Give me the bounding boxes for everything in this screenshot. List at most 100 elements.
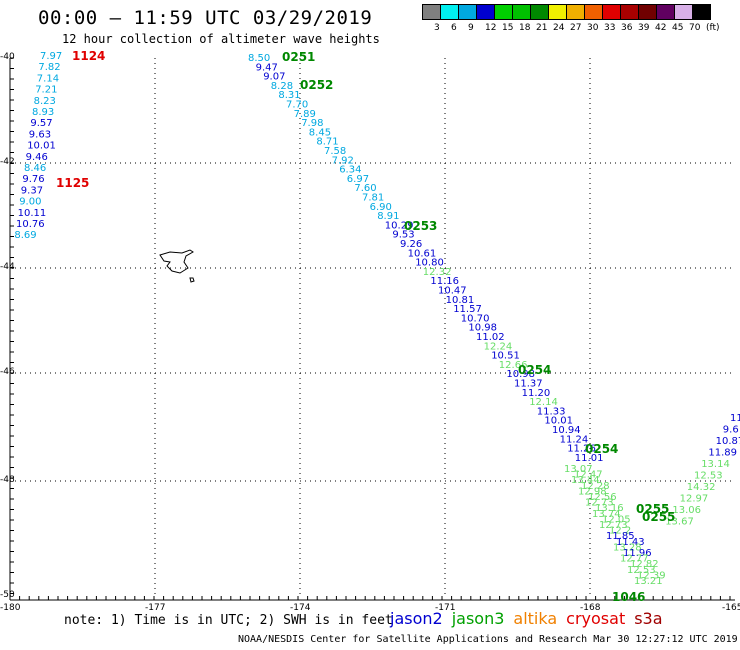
time-label: 0253	[404, 219, 437, 233]
swh-value: 9.63	[29, 129, 51, 140]
swh-value: 8.93	[32, 107, 54, 118]
latitude-label: -48	[0, 475, 15, 485]
swh-value: 10.81	[446, 295, 475, 306]
legend-s3a: s3a	[634, 609, 663, 628]
color-scale-label: 18	[519, 23, 531, 33]
swh-value: 10.76	[16, 219, 45, 230]
swh-value: 12.28	[581, 481, 610, 492]
swh-value: 11.85	[606, 531, 635, 542]
axis-frame	[9, 57, 735, 601]
color-scale-label: 70	[689, 23, 701, 33]
swh-value: 6.34	[339, 165, 361, 176]
swh-value: 13.06	[672, 505, 701, 516]
time-label: 0255	[642, 510, 675, 524]
color-scale-label: 12	[485, 23, 497, 33]
longitude-label: -165	[722, 603, 740, 613]
swh-value: 7.98	[301, 118, 323, 129]
swh-value: 12.24	[484, 341, 513, 352]
swh-value: 7.60	[354, 183, 376, 194]
color-swatch	[548, 4, 567, 20]
legend-jason3: jason3	[451, 609, 505, 628]
color-scale-bar	[422, 4, 711, 20]
legend-altika: altika	[513, 609, 558, 628]
time-label: 1125	[56, 176, 89, 190]
swh-value: 13.74	[592, 509, 621, 520]
color-scale-label: 45	[672, 23, 684, 33]
color-scale-label: 6	[451, 23, 457, 33]
swh-value: 10.87	[716, 436, 740, 447]
color-swatch	[638, 4, 657, 20]
time-label: 1124	[72, 49, 105, 63]
color-swatch	[674, 4, 693, 20]
latitude-label: -44	[0, 262, 15, 272]
swh-value: 12.82	[630, 559, 659, 570]
swh-value: 8.50	[248, 53, 270, 64]
time-label: 0252	[300, 78, 333, 92]
color-scale-label: 21	[536, 23, 548, 33]
swh-value: 11.57	[453, 304, 482, 315]
swh-value: 10.01	[544, 416, 573, 427]
color-scale-label: 24	[553, 23, 565, 33]
color-scale-label: 3	[434, 23, 440, 33]
swh-value: 8.69	[14, 230, 36, 241]
swh-value: 12.97	[680, 494, 709, 505]
swh-value: 12.05	[602, 514, 631, 525]
map-title: 00:00 – 11:59 UTC 03/29/2019	[38, 7, 373, 29]
swh-value: 7.92	[332, 155, 354, 166]
swh-value: 13.28	[613, 542, 642, 553]
color-scale-label: 42	[655, 23, 667, 33]
longitude-label: -171	[435, 603, 456, 613]
swh-value: 9.6	[723, 425, 739, 436]
swh-value: 12.98	[578, 486, 607, 497]
swh-value: 11.43	[616, 537, 645, 548]
swh-value: 10.98	[506, 369, 535, 380]
swh-value: 8.46	[24, 163, 46, 174]
swh-value: 13.14	[701, 459, 730, 470]
swh-value: 8.31	[278, 90, 300, 101]
swh-value: 13.16	[595, 503, 624, 514]
swh-value: 10.01	[27, 141, 56, 152]
swh-value: 7.14	[37, 73, 59, 84]
swh-value: 11.33	[537, 406, 566, 417]
time-label: 0254	[585, 442, 618, 456]
swh-value: 12.66	[499, 360, 528, 371]
color-swatch	[494, 4, 513, 20]
longitude-label: -177	[145, 603, 166, 613]
swh-value: 8.71	[316, 137, 338, 148]
swh-value: 10.11	[18, 208, 47, 219]
color-scale-label: 33	[604, 23, 616, 33]
swh-value: 8.45	[309, 127, 331, 138]
swh-value: 7.89	[294, 109, 316, 120]
swh-value: 12.73	[585, 498, 614, 509]
latitude-label: -40	[0, 52, 15, 62]
color-swatch	[422, 4, 441, 20]
color-swatch	[656, 4, 675, 20]
longitude-label: -174	[290, 603, 311, 613]
swh-value: 6.97	[347, 174, 369, 185]
swh-value: 9.53	[392, 230, 414, 241]
swh-value: 7.97	[40, 51, 62, 62]
swh-value: 13.67	[665, 517, 694, 528]
swh-value: 9.07	[263, 72, 285, 83]
swh-value: 8.23	[34, 96, 56, 107]
swh-value: 7.70	[286, 100, 308, 111]
swh-value: 12.47	[574, 470, 603, 481]
color-swatch	[476, 4, 495, 20]
color-scale-label: 39	[638, 23, 650, 33]
swh-value: 11.16	[430, 276, 459, 287]
swh-value: 8.91	[377, 211, 399, 222]
swh-value: 10.29	[385, 220, 414, 231]
legend-cryosat: cryosat	[566, 609, 626, 628]
swh-value: 10.80	[415, 258, 444, 269]
color-swatch	[692, 4, 711, 20]
swh-value: 10.70	[461, 313, 490, 324]
latitude-label: -46	[0, 367, 15, 377]
swh-value: 12.39	[637, 570, 666, 581]
color-swatch	[512, 4, 531, 20]
color-swatch	[584, 4, 603, 20]
color-swatch	[530, 4, 549, 20]
swh-value: 13.07	[564, 464, 593, 475]
latitude-label: -42	[0, 157, 15, 167]
swh-value: 13.44	[571, 475, 600, 486]
